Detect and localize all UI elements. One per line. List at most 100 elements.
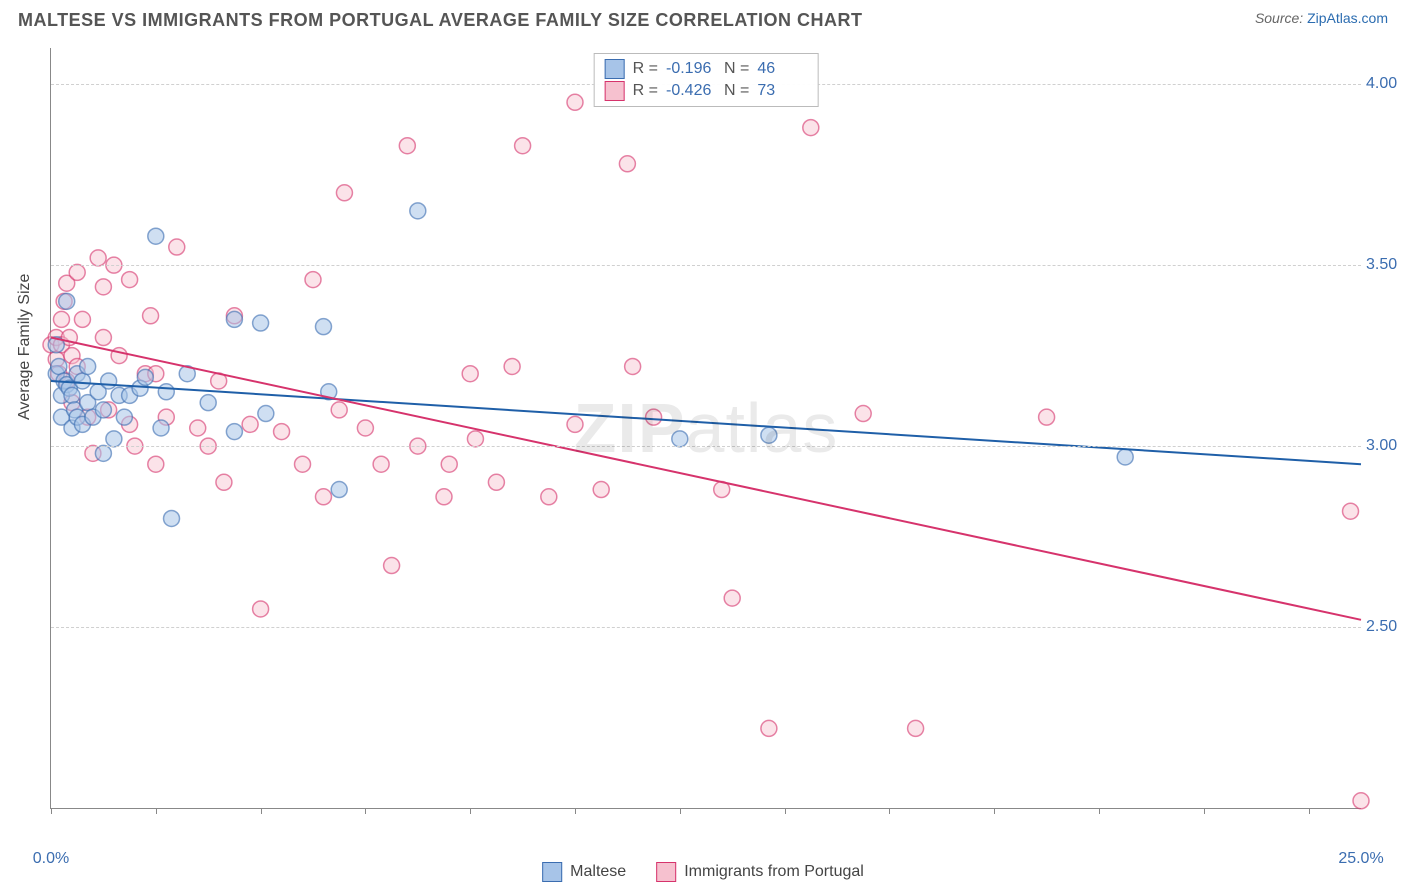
x-axis-end-label: 25.0% <box>1338 850 1383 868</box>
scatter-point-maltese <box>200 395 216 411</box>
y-tick-label: 2.50 <box>1366 618 1406 636</box>
scatter-point-portugal <box>1353 793 1369 809</box>
series-legend: Maltese Immigrants from Portugal <box>542 862 864 882</box>
scatter-point-maltese <box>226 311 242 327</box>
scatter-point-maltese <box>331 482 347 498</box>
scatter-point-portugal <box>399 138 415 154</box>
scatter-point-portugal <box>169 239 185 255</box>
scatter-point-maltese <box>410 203 426 219</box>
x-tick <box>365 808 366 814</box>
x-tick <box>1099 808 1100 814</box>
x-tick <box>51 808 52 814</box>
scatter-point-maltese <box>51 358 67 374</box>
scatter-point-portugal <box>53 311 69 327</box>
scatter-point-portugal <box>357 420 373 436</box>
scatter-point-portugal <box>646 409 662 425</box>
scatter-point-portugal <box>436 489 452 505</box>
scatter-point-portugal <box>504 358 520 374</box>
scatter-point-portugal <box>441 456 457 472</box>
scatter-point-maltese <box>80 358 96 374</box>
chart-plot-area: ZIPatlas R = -0.196 N = 46 R = -0.426 N … <box>50 48 1361 809</box>
x-tick <box>889 808 890 814</box>
scatter-point-maltese <box>1117 449 1133 465</box>
y-tick-label: 4.00 <box>1366 75 1406 93</box>
regression-line-portugal <box>51 338 1361 620</box>
scatter-point-portugal <box>462 366 478 382</box>
scatter-point-maltese <box>148 228 164 244</box>
scatter-point-portugal <box>488 474 504 490</box>
scatter-point-portugal <box>253 601 269 617</box>
scatter-point-maltese <box>137 369 153 385</box>
legend-label-maltese: Maltese <box>570 863 626 881</box>
x-tick <box>680 808 681 814</box>
scatter-point-portugal <box>190 420 206 436</box>
legend-item-maltese: Maltese <box>542 862 626 882</box>
scatter-point-portugal <box>95 279 111 295</box>
scatter-point-portugal <box>1343 503 1359 519</box>
scatter-point-maltese <box>672 431 688 447</box>
scatter-point-portugal <box>908 720 924 736</box>
legend-swatch-portugal <box>656 862 676 882</box>
scatter-point-portugal <box>122 272 138 288</box>
scatter-point-portugal <box>373 456 389 472</box>
n-label: N = <box>724 82 749 100</box>
r-label: R = <box>633 60 658 78</box>
chart-title: MALTESE VS IMMIGRANTS FROM PORTUGAL AVER… <box>18 10 863 31</box>
x-tick <box>1309 808 1310 814</box>
scatter-point-maltese <box>761 427 777 443</box>
scatter-point-maltese <box>158 384 174 400</box>
scatter-point-portugal <box>567 94 583 110</box>
scatter-point-portugal <box>90 250 106 266</box>
chart-header: MALTESE VS IMMIGRANTS FROM PORTUGAL AVER… <box>0 0 1406 31</box>
scatter-point-maltese <box>64 387 80 403</box>
scatter-point-portugal <box>619 156 635 172</box>
scatter-point-portugal <box>384 558 400 574</box>
y-tick-label: 3.50 <box>1366 256 1406 274</box>
legend-label-portugal: Immigrants from Portugal <box>684 863 864 881</box>
scatter-point-maltese <box>95 402 111 418</box>
x-tick <box>470 808 471 814</box>
scatter-point-maltese <box>95 445 111 461</box>
swatch-portugal <box>605 81 625 101</box>
scatter-point-portugal <box>336 185 352 201</box>
x-tick <box>575 808 576 814</box>
x-tick <box>156 808 157 814</box>
source-credit: Source: ZipAtlas.com <box>1255 10 1388 26</box>
scatter-point-portugal <box>216 474 232 490</box>
scatter-point-portugal <box>593 482 609 498</box>
scatter-point-maltese <box>226 424 242 440</box>
scatter-point-portugal <box>467 431 483 447</box>
scatter-point-maltese <box>253 315 269 331</box>
x-tick <box>785 808 786 814</box>
y-tick-label: 3.00 <box>1366 437 1406 455</box>
gridline <box>51 446 1361 447</box>
scatter-point-portugal <box>315 489 331 505</box>
n-value-maltese: 46 <box>757 60 807 78</box>
x-axis-start-label: 0.0% <box>33 850 69 868</box>
scatter-point-maltese <box>315 319 331 335</box>
scatter-point-maltese <box>101 373 117 389</box>
scatter-point-portugal <box>295 456 311 472</box>
scatter-point-portugal <box>148 456 164 472</box>
scatter-point-portugal <box>274 424 290 440</box>
scatter-point-maltese <box>153 420 169 436</box>
stats-legend: R = -0.196 N = 46 R = -0.426 N = 73 <box>594 53 819 107</box>
source-link[interactable]: ZipAtlas.com <box>1307 10 1388 26</box>
scatter-point-maltese <box>106 431 122 447</box>
scatter-point-portugal <box>724 590 740 606</box>
scatter-point-portugal <box>803 120 819 136</box>
n-value-portugal: 73 <box>757 82 807 100</box>
scatter-point-maltese <box>164 510 180 526</box>
scatter-point-maltese <box>258 406 274 422</box>
scatter-point-portugal <box>143 308 159 324</box>
r-value-maltese: -0.196 <box>666 60 716 78</box>
gridline <box>51 627 1361 628</box>
scatter-point-portugal <box>95 330 111 346</box>
legend-swatch-maltese <box>542 862 562 882</box>
scatter-point-portugal <box>74 311 90 327</box>
scatter-point-portugal <box>515 138 531 154</box>
scatter-point-portugal <box>567 416 583 432</box>
stats-row-portugal: R = -0.426 N = 73 <box>605 80 808 102</box>
y-axis-label: Average Family Size <box>16 274 34 420</box>
scatter-point-portugal <box>761 720 777 736</box>
